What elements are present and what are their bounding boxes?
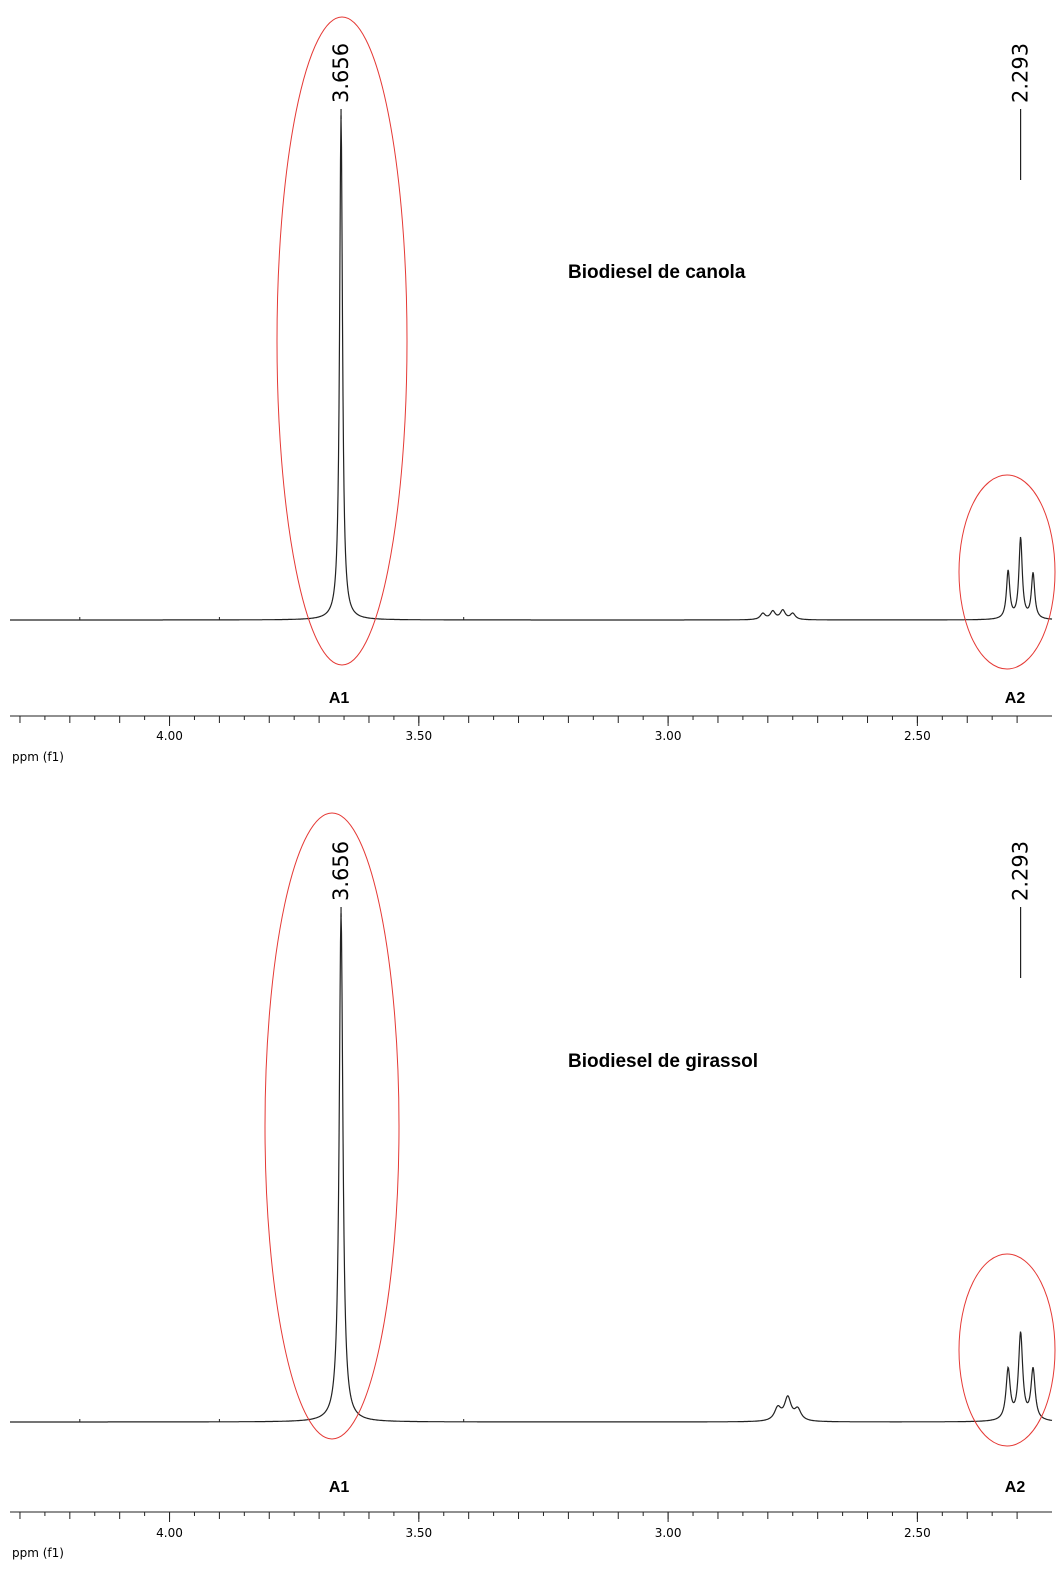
x-tick-label: 4.00 (156, 729, 183, 743)
peak-label: 2.293 (1009, 43, 1033, 103)
x-tick-label: 3.50 (405, 1526, 432, 1540)
x-tick-label: 3.50 (405, 729, 432, 743)
x-axis-label: ppm (f1) (12, 1546, 64, 1560)
region-label: A1 (329, 1479, 350, 1496)
x-tick-label: 3.00 (655, 729, 682, 743)
spectrum-line (10, 115, 1053, 621)
region-ellipse-a1 (276, 16, 408, 666)
spectrum-panel-2: 3.656 2.293 Biodiesel de girassol A1 A2 4.00 3… (10, 812, 1056, 1560)
spectrum-title: Biodiesel de canola (568, 262, 746, 283)
spectrum-panel-1: 3.656 2.293 Biodiesel de canola A1 A2 4.00 3.5… (10, 16, 1056, 764)
x-axis-label: ppm (f1) (12, 750, 64, 764)
region-ellipse-a2 (958, 1253, 1056, 1447)
peak-label: 2.293 (1009, 841, 1033, 901)
peak-label: 3.656 (329, 841, 353, 901)
x-tick-label: 4.00 (156, 1526, 183, 1540)
spectrum-title: Biodiesel de girassol (568, 1051, 758, 1072)
region-ellipse-a1 (264, 812, 400, 1440)
region-ellipse-a2 (958, 474, 1056, 670)
region-label: A2 (1005, 690, 1026, 707)
peak-label: 3.656 (329, 43, 353, 103)
x-tick-label: 2.50 (904, 729, 931, 743)
x-tick-label: 2.50 (904, 1526, 931, 1540)
spectrum-line (10, 913, 1053, 1423)
region-label: A2 (1005, 1479, 1026, 1496)
region-label: A1 (329, 690, 350, 707)
x-tick-label: 3.00 (655, 1526, 682, 1540)
